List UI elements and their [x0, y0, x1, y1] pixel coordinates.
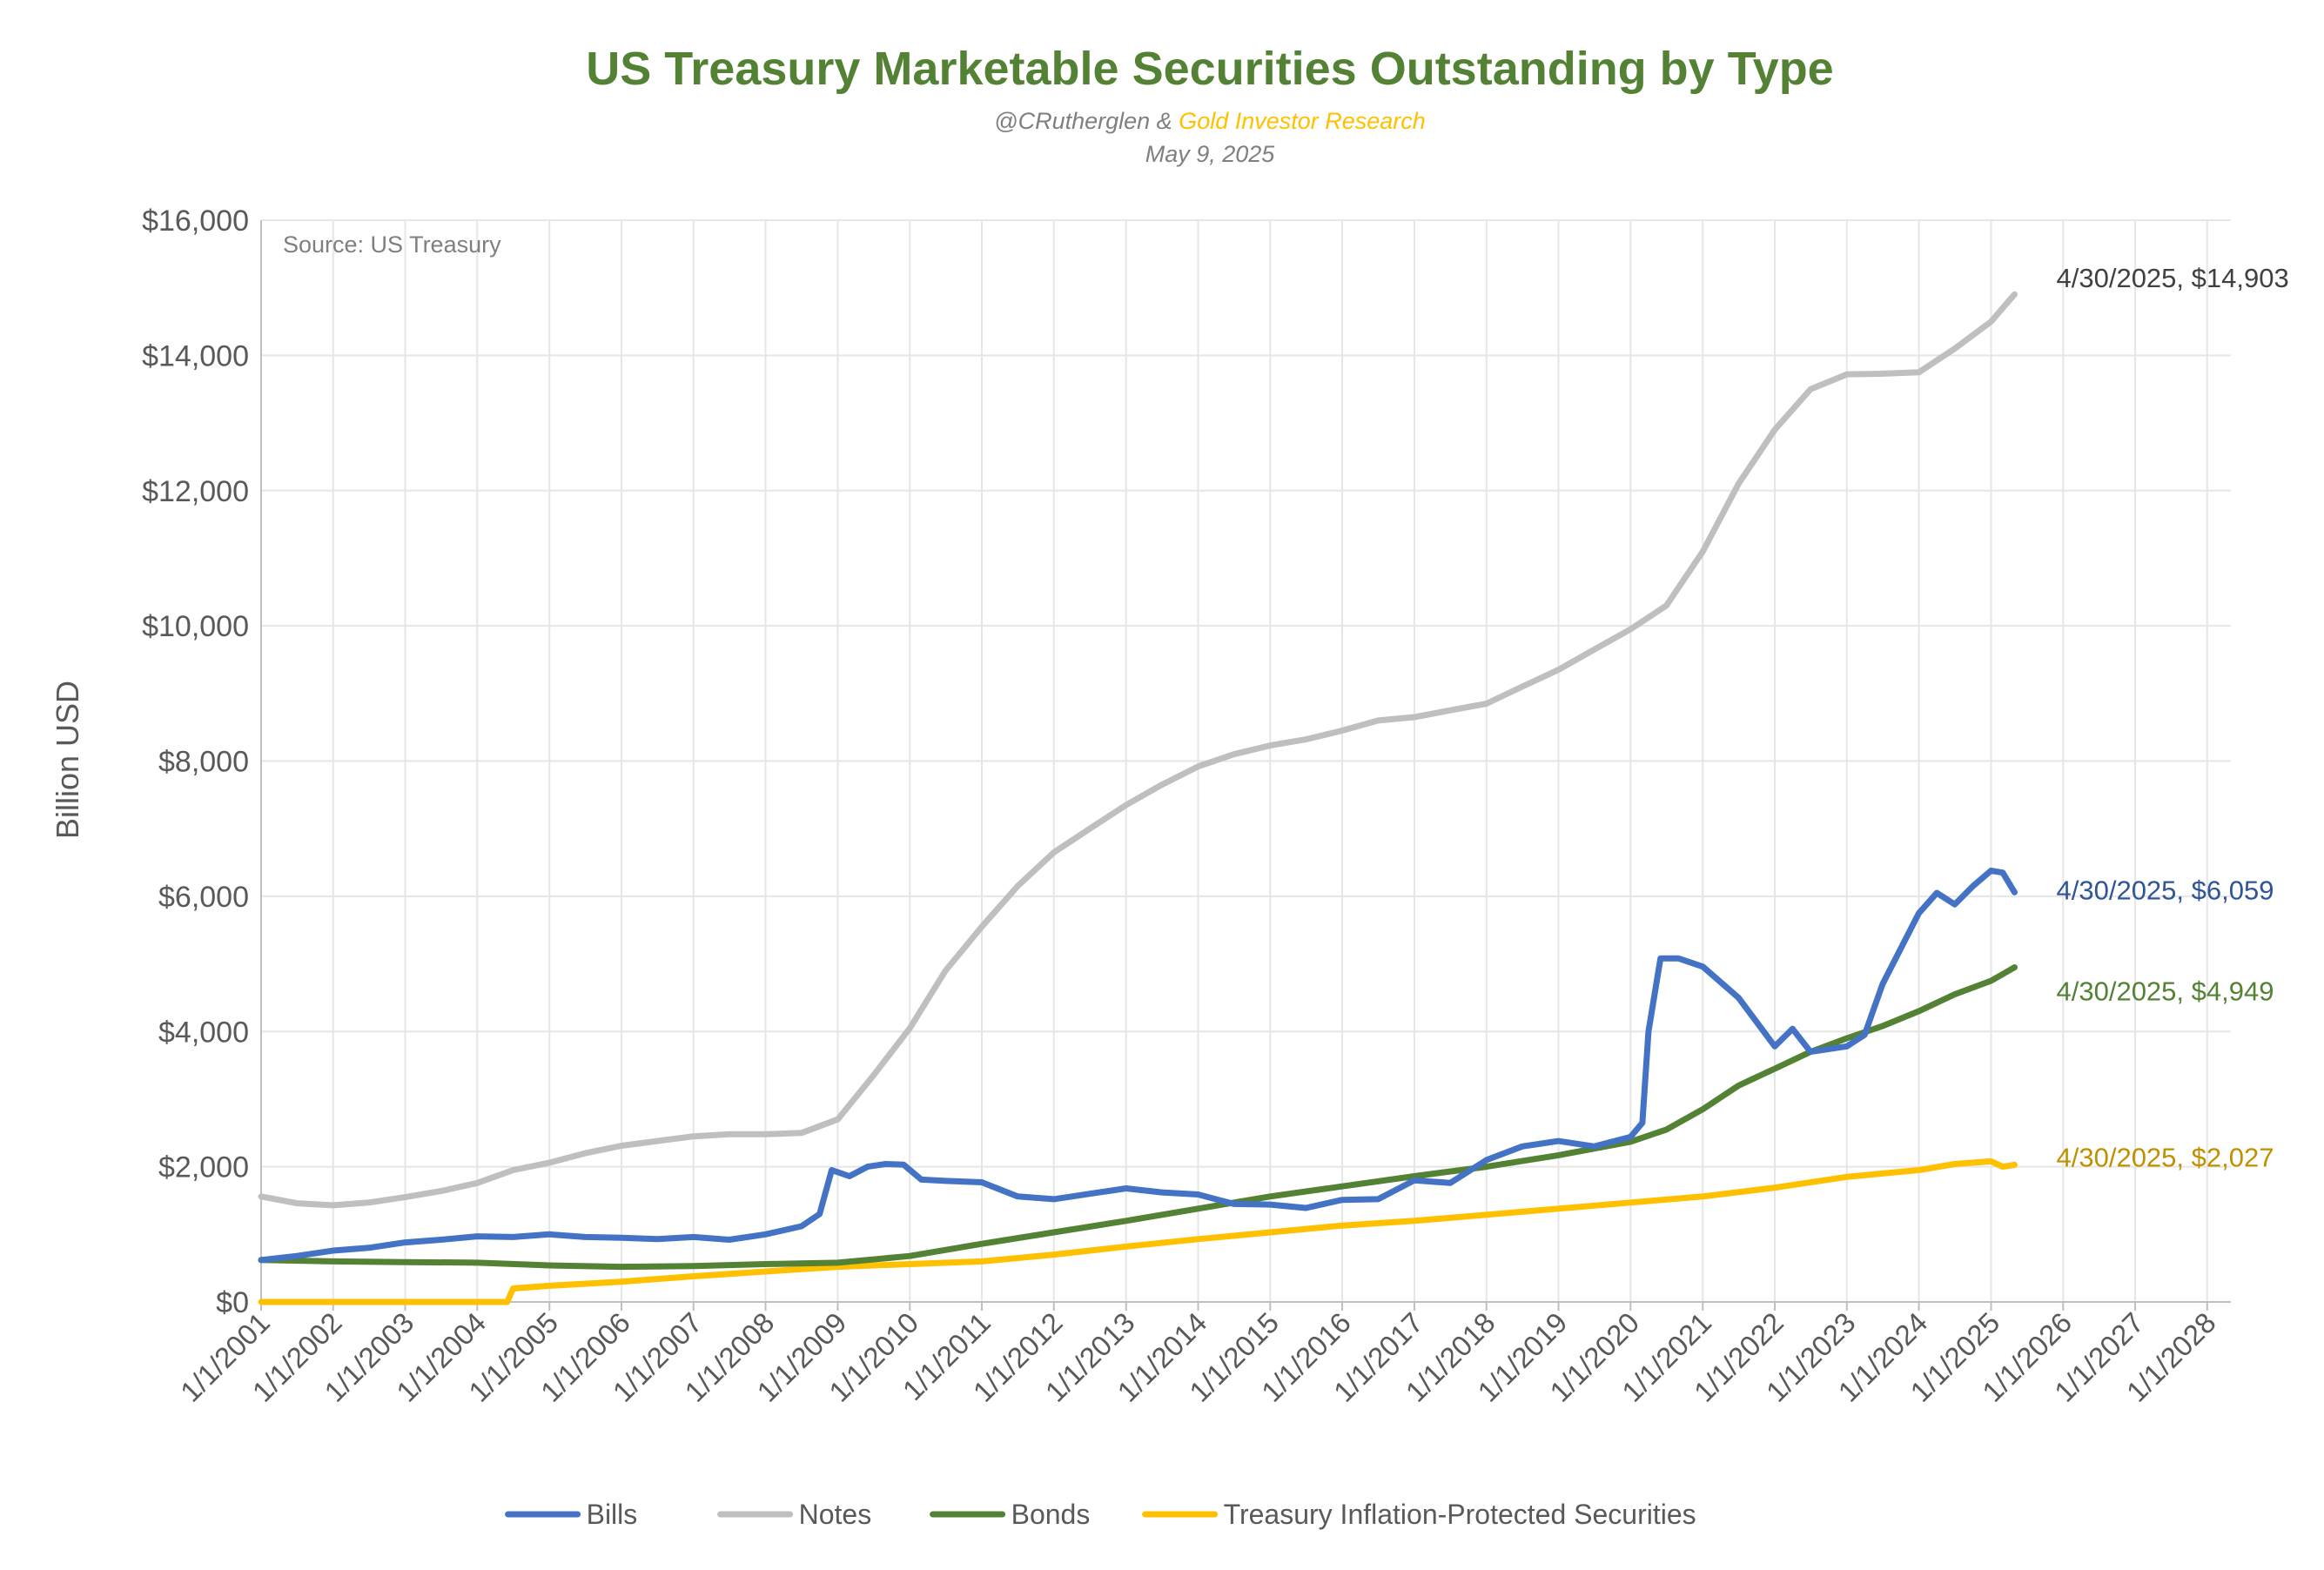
notes-series-line [258, 291, 2018, 1209]
series-lines: 4/30/2025, $6,059 4/30/2025, $14,903 4/30/… [258, 263, 2289, 1305]
source-note: Source: US Treasury [283, 231, 501, 258]
legend-label-notes: Notes [799, 1499, 872, 1530]
legend-label-bills: Bills [587, 1499, 638, 1530]
bills-end-label: 4/30/2025, $6,059 [2057, 875, 2274, 905]
legend-item-bills: Bills [505, 1499, 638, 1530]
y-tick-label: $6,000 [158, 881, 249, 914]
chart-title: US Treasury Marketable Securities Outsta… [586, 43, 1833, 95]
y-tick-label: $10,000 [142, 610, 249, 643]
y-tick-label: $2,000 [158, 1151, 249, 1184]
org-name: Gold Investor Research [1179, 108, 1426, 134]
legend: Bills Notes Bonds Treasury Inflation-Protec… [505, 1499, 1696, 1530]
axes: $0 $2,000 $4,000 $6,000 $8,000 $10,000 $12,000… [142, 205, 2231, 1408]
y-tick-label: $4,000 [158, 1016, 249, 1049]
bonds-end-label: 4/30/2025, $4,949 [2057, 976, 2274, 1007]
author-handle: @CRutherglen [994, 108, 1150, 134]
legend-item-tips: Treasury Inflation-Protected Securities [1142, 1499, 1696, 1530]
y-tick-label: $0 [216, 1286, 249, 1319]
chart-subtitle: @CRutherglen & Gold Investor Research [994, 108, 1426, 134]
y-tick-label: $14,000 [142, 339, 249, 372]
y-tick-label: $16,000 [142, 205, 249, 238]
tips-series-line [258, 1157, 2018, 1305]
legend-label-tips: Treasury Inflation-Protected Securities [1224, 1499, 1696, 1530]
bills-series-line [258, 867, 2018, 1264]
legend-label-bonds: Bonds [1011, 1499, 1091, 1530]
tips-end-label: 4/30/2025, $2,027 [2057, 1143, 2274, 1173]
notes-end-label: 4/30/2025, $14,903 [2057, 263, 2289, 293]
legend-item-notes: Notes [717, 1499, 872, 1530]
gridlines [261, 219, 2231, 1302]
y-axis-label: Billion USD [50, 681, 85, 839]
y-tick-label: $8,000 [158, 746, 249, 779]
y-tick-label: $12,000 [142, 475, 249, 508]
author-separator: & [1150, 108, 1179, 134]
legend-item-bonds: Bonds [930, 1499, 1091, 1530]
chart-date: May 9, 2025 [1145, 141, 1276, 167]
bonds-series-line [258, 964, 2018, 1271]
